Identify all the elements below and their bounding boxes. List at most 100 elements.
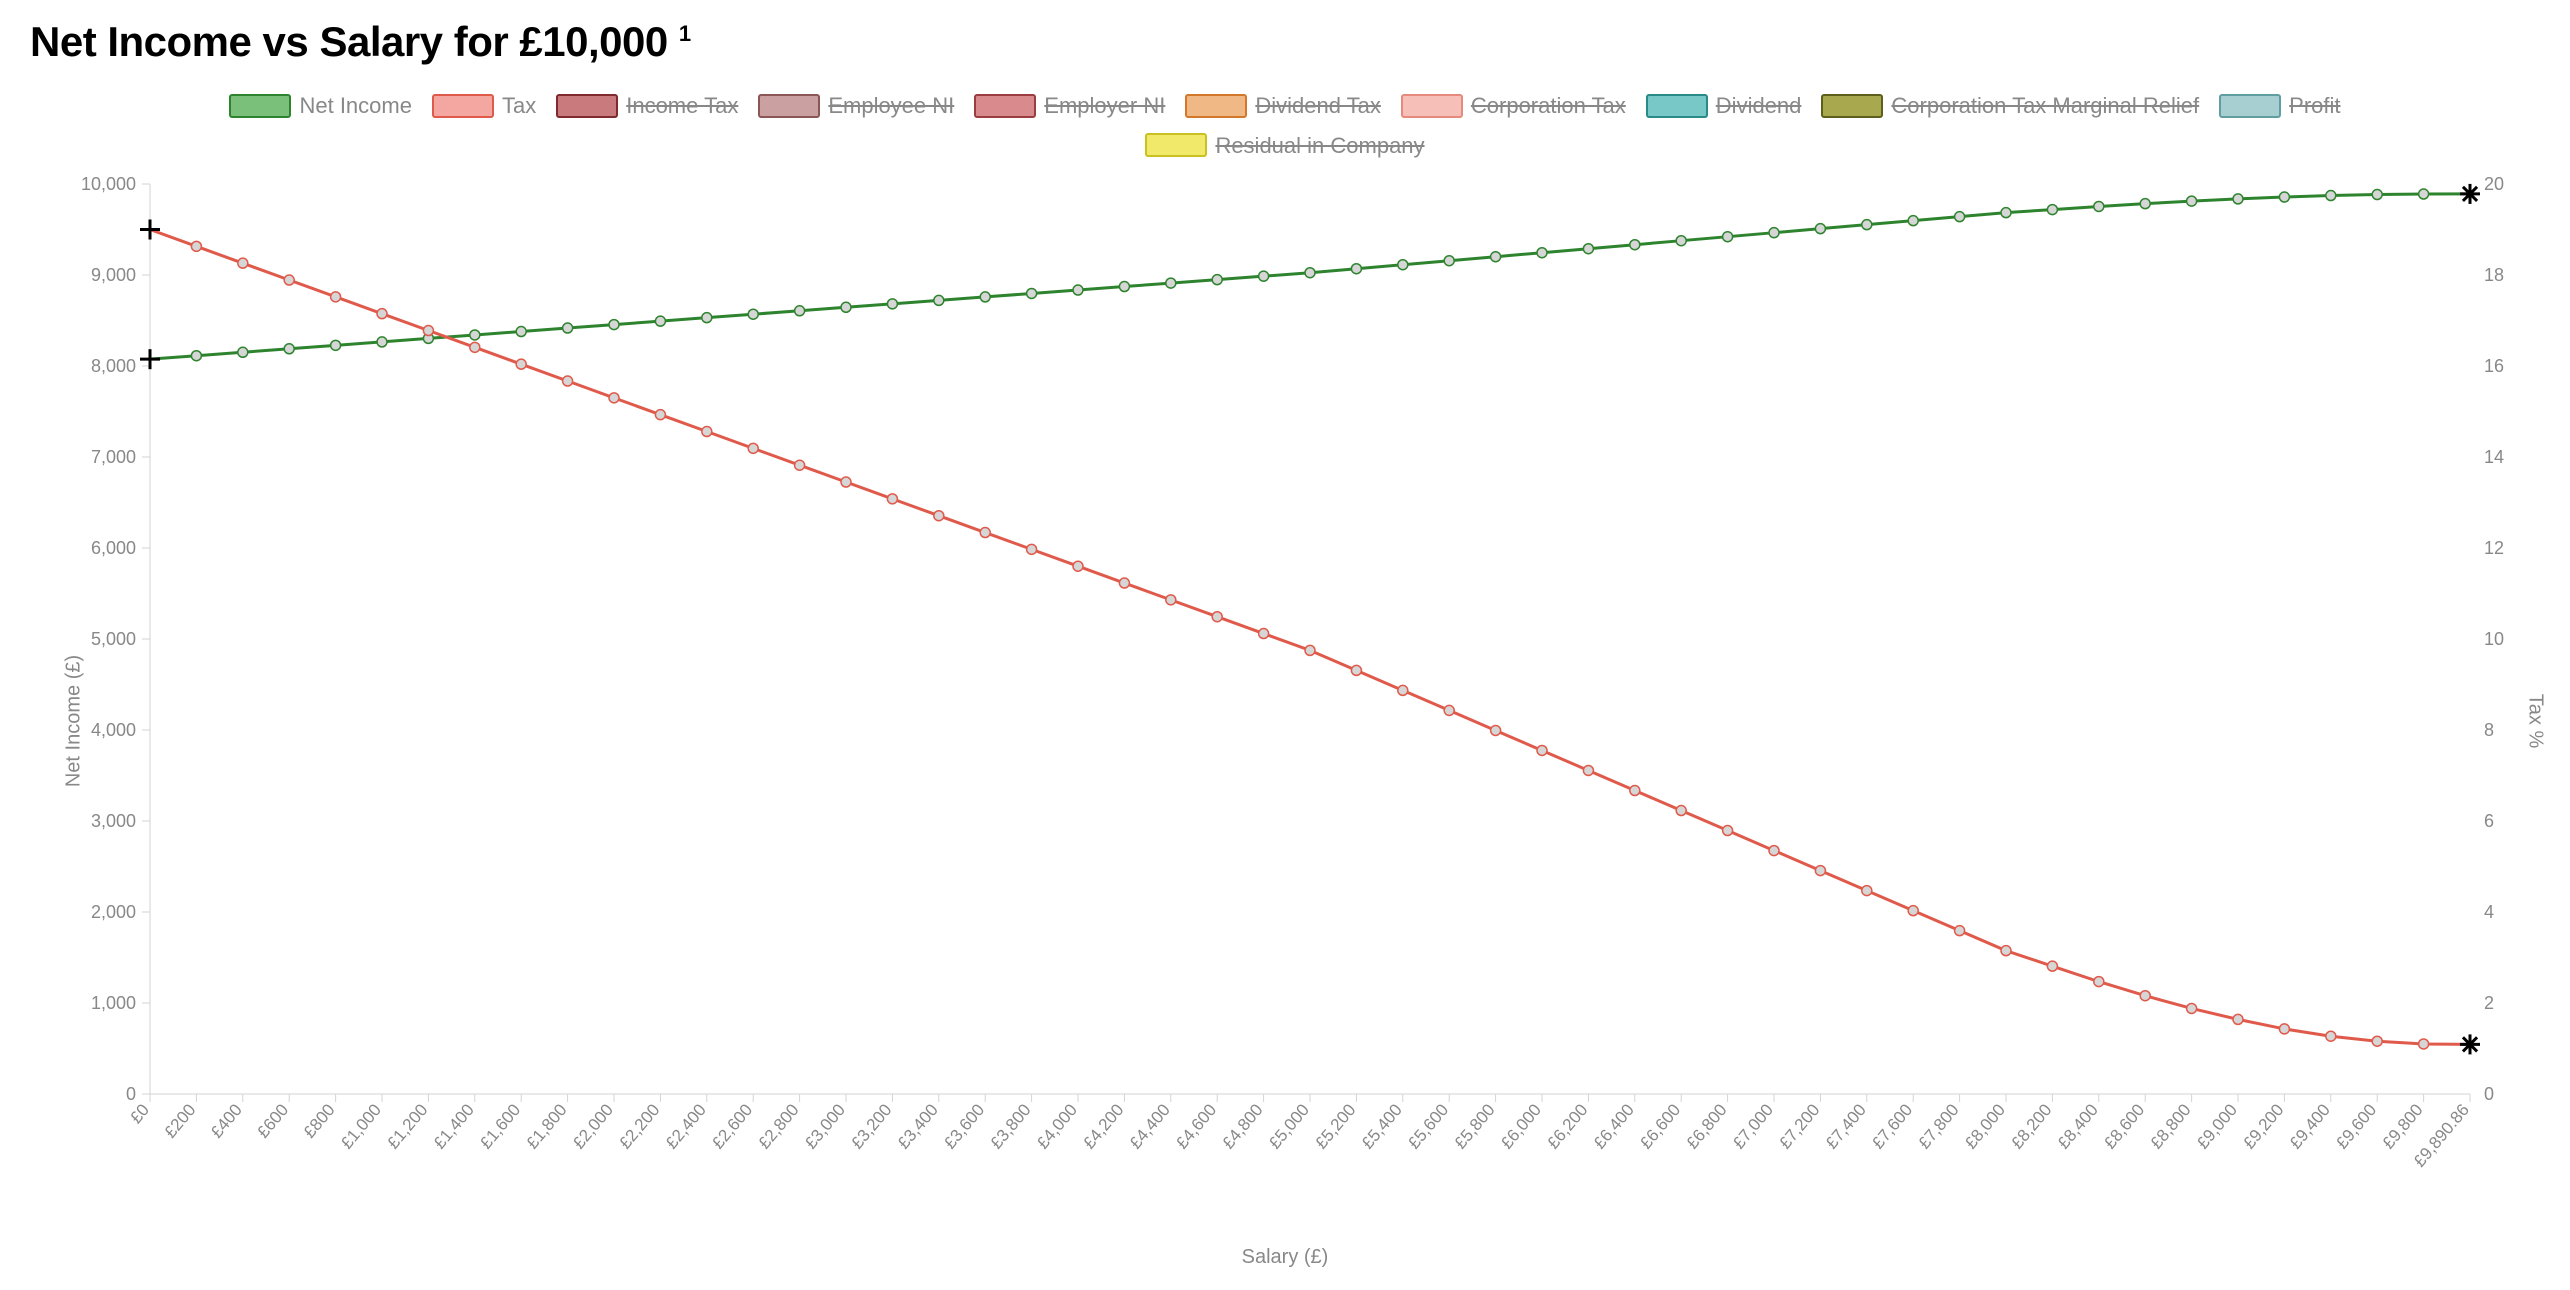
legend-label: Income Tax <box>626 88 738 123</box>
svg-text:9,000: 9,000 <box>91 265 136 285</box>
svg-text:£9,400: £9,400 <box>2286 1100 2334 1152</box>
svg-text:£4,400: £4,400 <box>1126 1100 1174 1152</box>
svg-text:£5,200: £5,200 <box>1311 1100 1359 1152</box>
svg-text:£2,600: £2,600 <box>708 1100 756 1152</box>
svg-text:£400: £400 <box>207 1100 246 1141</box>
x-axis-title: Salary (£) <box>0 1246 2570 1269</box>
svg-text:£7,400: £7,400 <box>1822 1100 1870 1152</box>
legend-swatch <box>556 94 618 118</box>
legend-label: Tax <box>502 88 536 123</box>
svg-text:£4,800: £4,800 <box>1219 1100 1267 1152</box>
svg-text:£6,000: £6,000 <box>1497 1100 1545 1152</box>
svg-text:£4,200: £4,200 <box>1079 1100 1127 1152</box>
legend-item[interactable]: Employer NI <box>974 88 1165 123</box>
svg-text:£5,400: £5,400 <box>1358 1100 1406 1152</box>
chart-title-wrap: Net Income vs Salary for £10,000 1 <box>0 0 2570 66</box>
svg-text:£7,800: £7,800 <box>1915 1100 1963 1152</box>
svg-text:8,000: 8,000 <box>91 356 136 376</box>
svg-text:£1,600: £1,600 <box>476 1100 524 1152</box>
svg-text:£3,000: £3,000 <box>801 1100 849 1152</box>
svg-text:£1,200: £1,200 <box>383 1100 431 1152</box>
legend-item[interactable]: Net Income <box>229 88 412 123</box>
legend-item[interactable]: Employee NI <box>758 88 954 123</box>
svg-text:6,000: 6,000 <box>91 538 136 558</box>
legend-item[interactable]: Residual in Company <box>1145 128 1424 163</box>
svg-text:£3,200: £3,200 <box>847 1100 895 1152</box>
svg-text:£2,200: £2,200 <box>615 1100 663 1152</box>
legend-swatch <box>1145 133 1207 157</box>
legend-item[interactable]: Profit <box>2219 88 2340 123</box>
legend-item[interactable]: Income Tax <box>556 88 738 123</box>
svg-text:£9,000: £9,000 <box>2193 1100 2241 1152</box>
svg-text:10,000: 10,000 <box>81 174 136 194</box>
svg-text:£200: £200 <box>161 1100 200 1141</box>
svg-text:£5,600: £5,600 <box>1404 1100 1452 1152</box>
svg-text:£7,000: £7,000 <box>1729 1100 1777 1152</box>
legend-swatch <box>229 94 291 118</box>
svg-text:£9,200: £9,200 <box>2239 1100 2287 1152</box>
chart-legend: Net Income Tax Income Tax Employee NI Employ… <box>0 88 2570 168</box>
chart-title: Net Income vs Salary for £10,000 1 <box>30 18 691 65</box>
y-left-axis-title: Net Income (£) <box>63 655 86 787</box>
legend-label: Residual in Company <box>1215 128 1424 163</box>
svg-text:1,000: 1,000 <box>91 993 136 1013</box>
legend-swatch <box>758 94 820 118</box>
legend-item[interactable]: Corporation Tax <box>1401 88 1626 123</box>
legend-label: Employee NI <box>828 88 954 123</box>
legend-label: Corporation Tax <box>1471 88 1626 123</box>
svg-text:£6,800: £6,800 <box>1683 1100 1731 1152</box>
svg-text:£7,600: £7,600 <box>1868 1100 1916 1152</box>
svg-text:£7,200: £7,200 <box>1775 1100 1823 1152</box>
svg-text:16: 16 <box>2484 356 2504 376</box>
svg-text:£9,600: £9,600 <box>2332 1100 2380 1152</box>
svg-text:20: 20 <box>2484 174 2504 194</box>
legend-item[interactable]: Corporation Tax Marginal Relief <box>1821 88 2199 123</box>
legend-label: Dividend Tax <box>1255 88 1381 123</box>
svg-text:6: 6 <box>2484 811 2494 831</box>
legend-item[interactable]: Dividend <box>1646 88 1802 123</box>
svg-text:0: 0 <box>126 1084 136 1104</box>
svg-text:4: 4 <box>2484 902 2494 922</box>
svg-text:£3,400: £3,400 <box>894 1100 942 1152</box>
svg-text:£800: £800 <box>300 1100 339 1141</box>
legend-label: Corporation Tax Marginal Relief <box>1891 88 2199 123</box>
legend-swatch <box>1821 94 1883 118</box>
svg-text:£2,400: £2,400 <box>662 1100 710 1152</box>
chart-area: Net Income (£) Tax % 01,0002,0003,0004,0… <box>0 174 2570 1269</box>
svg-text:14: 14 <box>2484 447 2504 467</box>
svg-text:£6,200: £6,200 <box>1543 1100 1591 1152</box>
legend-swatch <box>974 94 1036 118</box>
svg-text:18: 18 <box>2484 265 2504 285</box>
svg-text:£1,800: £1,800 <box>523 1100 571 1152</box>
svg-text:2,000: 2,000 <box>91 902 136 922</box>
svg-text:£8,800: £8,800 <box>2147 1100 2195 1152</box>
legend-label: Employer NI <box>1044 88 1165 123</box>
svg-text:£3,800: £3,800 <box>987 1100 1035 1152</box>
svg-text:£8,200: £8,200 <box>2007 1100 2055 1152</box>
svg-text:£1,000: £1,000 <box>337 1100 385 1152</box>
legend-swatch <box>1646 94 1708 118</box>
svg-text:£2,800: £2,800 <box>755 1100 803 1152</box>
legend-swatch <box>1401 94 1463 118</box>
legend-item[interactable]: Tax <box>432 88 536 123</box>
legend-item[interactable]: Dividend Tax <box>1185 88 1381 123</box>
svg-text:£8,600: £8,600 <box>2100 1100 2148 1152</box>
svg-text:5,000: 5,000 <box>91 629 136 649</box>
svg-text:£5,800: £5,800 <box>1451 1100 1499 1152</box>
svg-text:£1,400: £1,400 <box>430 1100 478 1152</box>
legend-label: Dividend <box>1716 88 1802 123</box>
svg-text:£600: £600 <box>253 1100 292 1141</box>
legend-label: Net Income <box>299 88 412 123</box>
legend-label: Profit <box>2289 88 2340 123</box>
svg-text:8: 8 <box>2484 720 2494 740</box>
svg-text:3,000: 3,000 <box>91 811 136 831</box>
svg-text:£6,600: £6,600 <box>1636 1100 1684 1152</box>
svg-text:7,000: 7,000 <box>91 447 136 467</box>
svg-text:£6,400: £6,400 <box>1590 1100 1638 1152</box>
svg-text:£4,600: £4,600 <box>1172 1100 1220 1152</box>
svg-text:£2,000: £2,000 <box>569 1100 617 1152</box>
legend-swatch <box>2219 94 2281 118</box>
y-right-axis-title: Tax % <box>2523 694 2546 748</box>
svg-text:£4,000: £4,000 <box>1033 1100 1081 1152</box>
svg-text:£5,000: £5,000 <box>1265 1100 1313 1152</box>
